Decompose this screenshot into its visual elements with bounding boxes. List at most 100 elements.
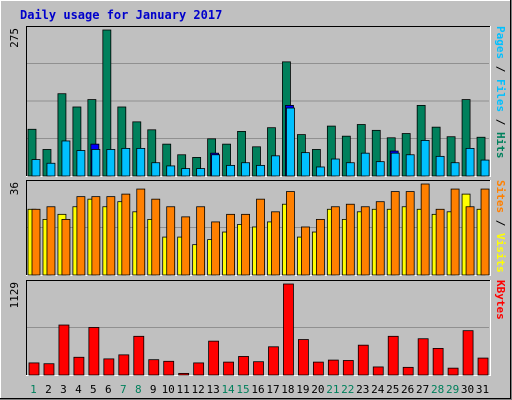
- kbytes-axis-label: KBytes: [494, 280, 507, 320]
- sites-bar-24: [375, 201, 385, 276]
- kbytes-bar-1: [28, 362, 40, 376]
- kbytes-bar-15: [238, 356, 249, 376]
- x-tick-label-19: 19: [296, 383, 309, 396]
- sites-bar-3: [61, 218, 71, 276]
- kbytes-bar-14: [223, 361, 234, 376]
- kbytes-bar-26: [402, 366, 414, 376]
- x-tick-label-30: 30: [461, 383, 474, 396]
- hits-files-pages-axis-label-part-3: Files: [494, 79, 507, 112]
- hits-files-pages-panel: 275 Pages / Files / Hits: [8, 26, 507, 177]
- x-tick-label-26: 26: [401, 383, 414, 396]
- files-bar-12: [196, 168, 206, 177]
- x-tick-label-24: 24: [371, 383, 385, 396]
- files-bar-26: [405, 154, 415, 177]
- files-bar-15: [241, 162, 250, 177]
- sites-bar-26: [405, 191, 415, 276]
- kbytes-bar-9: [148, 359, 160, 376]
- sites-bar-20: [315, 218, 325, 276]
- kbytes-bar-29: [447, 367, 459, 376]
- x-tick-label-4: 4: [75, 383, 82, 396]
- x-tick-label-8: 8: [135, 383, 142, 396]
- sites-bar-4: [76, 196, 86, 276]
- visits-sites-axis-label: Sites / Visits: [494, 180, 507, 273]
- sites-bar-25: [390, 191, 400, 276]
- files-bar-24: [375, 161, 385, 177]
- sites-bar-23: [360, 206, 370, 276]
- sites-bar-1: [31, 208, 41, 276]
- x-tick-label-10: 10: [162, 383, 175, 396]
- x-tick-label-3: 3: [60, 383, 67, 396]
- files-bar-20: [315, 166, 325, 177]
- x-tick-label-20: 20: [311, 383, 324, 396]
- kbytes-bar-7: [118, 354, 130, 376]
- files-bar-14: [226, 164, 235, 177]
- kbytes-bar-20: [312, 361, 324, 376]
- sites-bar-5: [91, 196, 101, 276]
- kbytes-bar-2: [43, 363, 55, 376]
- sites-bar-8: [136, 188, 146, 276]
- kbytes-bar-19: [298, 339, 309, 376]
- hits-files-pages-axis-label-part-2: /: [494, 59, 507, 79]
- x-tick-label-17: 17: [266, 383, 279, 396]
- x-tick-label-28: 28: [431, 383, 444, 396]
- chart-title: Daily usage for January 2017: [20, 8, 222, 22]
- visits-sites-axis-label-part-3: Visits: [494, 233, 507, 273]
- visits-sites-ymax-label: 36: [8, 182, 21, 195]
- files-bar-17: [271, 155, 280, 177]
- x-tick-label-6: 6: [105, 383, 112, 396]
- files-bar-19: [301, 152, 310, 177]
- kbytes-bar-21: [327, 359, 339, 376]
- visits-sites-bars: [27, 183, 490, 276]
- kbytes-bar-3: [58, 324, 70, 376]
- sites-bar-29: [450, 188, 460, 276]
- x-tick-label-23: 23: [356, 383, 369, 396]
- files-bar-2: [46, 162, 56, 177]
- hits-files-pages-axis-label-part-5: Hits: [494, 132, 507, 159]
- files-bar-4: [76, 150, 86, 177]
- files-bar-18: [286, 107, 295, 177]
- files-bar-9: [151, 162, 161, 177]
- hits-files-pages-axis-label-part-1: Pages: [494, 26, 507, 59]
- sites-bar-12: [196, 206, 206, 276]
- sites-bar-9: [151, 198, 161, 276]
- kbytes-bar-11: [178, 372, 190, 376]
- visits-sites-axis-label-part-1: Sites: [494, 180, 507, 213]
- kbytes-bar-4: [73, 356, 85, 376]
- x-tick-label-22: 22: [341, 383, 354, 396]
- x-tick-label-21: 21: [326, 383, 339, 396]
- sites-bar-30: [465, 206, 475, 276]
- sites-bar-14: [226, 213, 235, 276]
- kbytes-bar-8: [133, 335, 145, 376]
- files-bar-22: [345, 162, 355, 177]
- sites-bar-27: [420, 183, 430, 276]
- files-bar-25: [390, 152, 400, 177]
- kbytes-bar-27: [417, 338, 429, 376]
- visits-sites-axis-label-part-2: /: [494, 213, 507, 233]
- visits-sites-panel: 36 Sites / Visits: [8, 180, 507, 276]
- files-bar-31: [480, 159, 490, 177]
- files-bar-5: [91, 149, 101, 177]
- files-bar-30: [465, 147, 475, 177]
- kbytes-bars: [28, 283, 489, 376]
- x-tick-label-29: 29: [446, 383, 459, 396]
- hits-files-pages-axis-label: Pages / Files / Hits: [494, 26, 507, 159]
- sites-bar-11: [181, 216, 191, 276]
- sites-bar-6: [106, 196, 116, 276]
- files-bar-29: [450, 162, 460, 177]
- sites-bar-28: [435, 208, 445, 276]
- kbytes-bar-25: [387, 335, 399, 376]
- sites-bar-17: [271, 211, 280, 276]
- x-tick-label-7: 7: [120, 383, 127, 396]
- x-tick-label-15: 15: [236, 383, 249, 396]
- x-tick-label-16: 16: [251, 383, 264, 396]
- x-tick-label-31: 31: [476, 383, 489, 396]
- kbytes-bar-18: [283, 283, 294, 376]
- sites-bar-7: [121, 193, 131, 276]
- kbytes-bar-31: [477, 357, 489, 376]
- x-tick-label-27: 27: [416, 383, 429, 396]
- files-bar-28: [435, 155, 445, 177]
- kbytes-bar-10: [163, 360, 175, 376]
- chart-panels: 275 Pages / Files / Hits 36 Sites / Visits 1…: [8, 26, 507, 376]
- x-tick-label-9: 9: [150, 383, 157, 396]
